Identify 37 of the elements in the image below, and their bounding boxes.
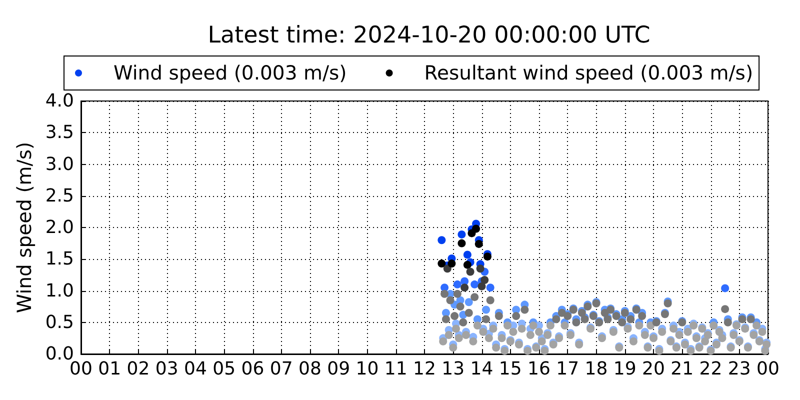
x-tick-label: 01: [98, 358, 122, 380]
y-tick-label: 2.0: [45, 217, 74, 238]
x-tick-label: 19: [613, 358, 636, 380]
y-tick-label: 4.0: [45, 90, 74, 112]
y-tick-label: 1.5: [45, 248, 74, 270]
x-tick-label: 00: [756, 358, 780, 380]
x-tick-label: 21: [670, 358, 694, 380]
x-tick-label: 02: [126, 358, 150, 380]
x-tick-label: 18: [584, 358, 608, 380]
x-tick-label: 13: [442, 358, 465, 380]
x-tick-label: 07: [270, 358, 293, 380]
x-tick-label: 17: [556, 358, 580, 380]
x-tick-label: 10: [356, 358, 379, 380]
x-tick-label: 09: [327, 358, 350, 380]
x-tick-label: 05: [212, 358, 236, 380]
x-tick-label: 06: [241, 358, 264, 380]
y-tick-label: 2.5: [45, 185, 74, 206]
y-tick-label: 3.0: [45, 154, 74, 175]
y-axis-title: Wind speed (m/s): [12, 142, 36, 314]
x-tick-label: 12: [413, 358, 436, 380]
x-tick-label: 23: [728, 358, 751, 380]
y-tick-label: 0.5: [45, 312, 74, 333]
legend-label: Resultant wind speed (0.003 m/s): [424, 62, 754, 84]
x-tick-label: 16: [528, 358, 550, 380]
x-tick-label: 22: [699, 358, 722, 380]
x-tick-label: 04: [184, 358, 207, 380]
y-tick-label: 3.5: [45, 122, 74, 144]
chart-title: Latest time: 2024-10-20 00:00:00 UTC: [208, 22, 650, 48]
x-tick-label: 14: [470, 358, 494, 380]
x-tick-label: 11: [384, 358, 408, 380]
x-tick-label: 00: [70, 358, 92, 380]
x-tick-label: 20: [642, 358, 665, 380]
y-tick-label: 1.0: [45, 280, 74, 302]
x-tick-label: 15: [498, 358, 522, 380]
x-tick-label: 03: [155, 358, 178, 380]
legend-label: Wind speed (0.003 m/s): [114, 62, 347, 84]
x-tick-label: 08: [298, 358, 322, 380]
